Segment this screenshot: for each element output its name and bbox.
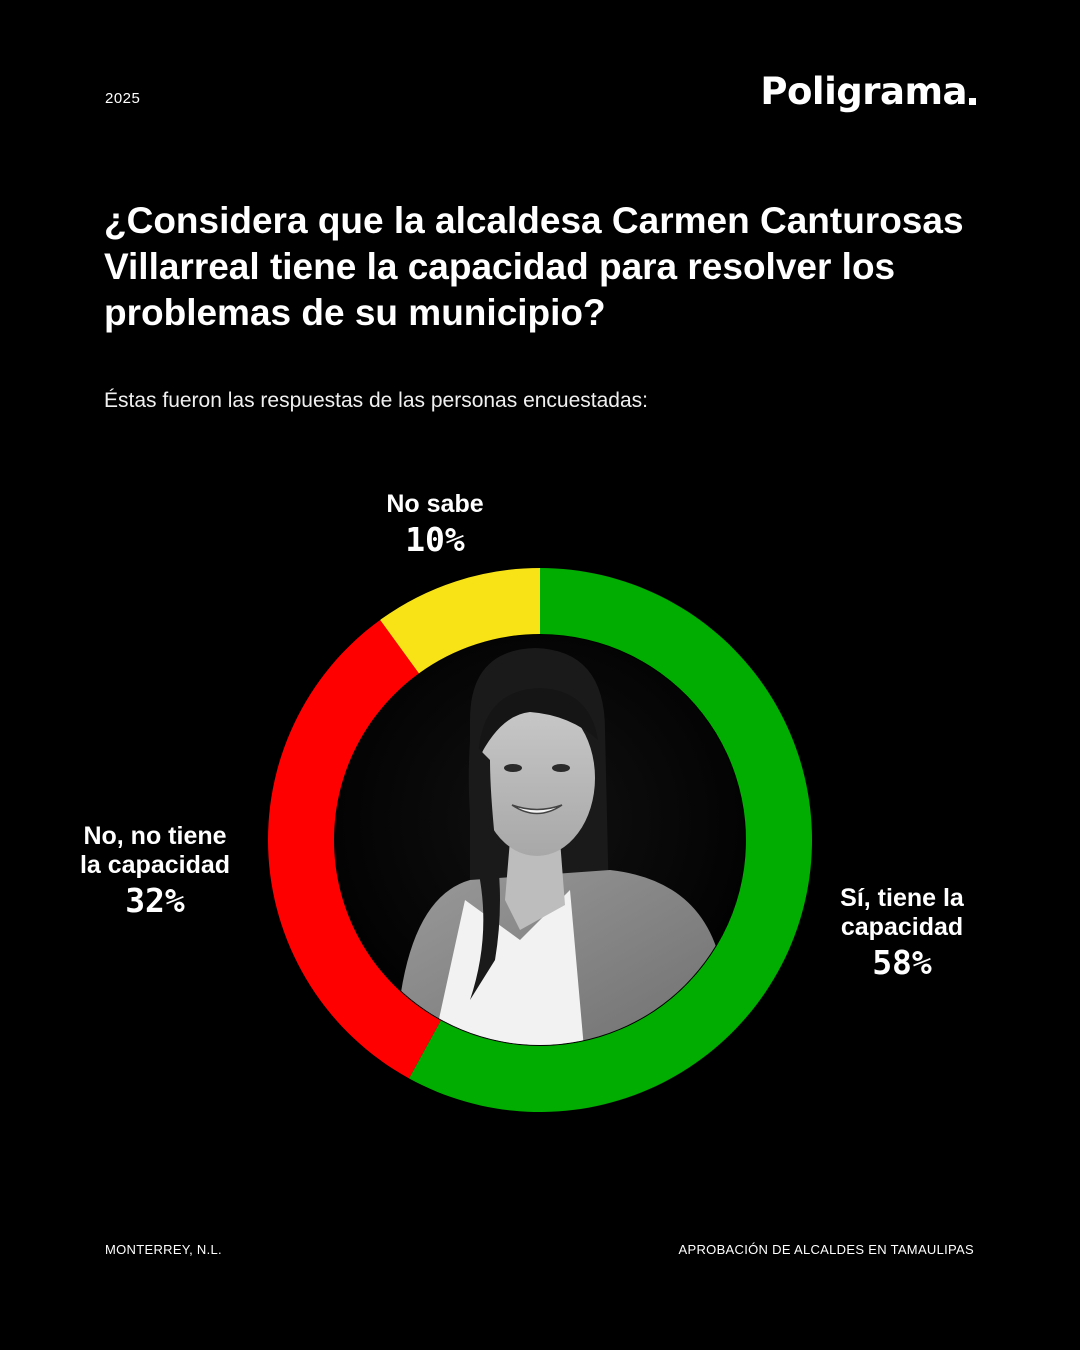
label-si-tiene-category: Sí, tiene la capacidad [802, 884, 1002, 942]
label-no-sabe: No sabe 10% [335, 490, 535, 559]
label-no-sabe-value: 10% [405, 520, 465, 559]
brand-name: Poligrama [760, 70, 967, 113]
footer-location: MONTERREY, N.L. [105, 1242, 222, 1257]
label-no-tiene-line2: la capacidad [79, 851, 231, 879]
label-si-tiene-value: 58% [872, 943, 932, 982]
donut-slices [267, 568, 812, 1113]
slice-no [267, 619, 441, 1079]
brand-dot-icon [969, 98, 976, 105]
label-no-tiene: No, no tiene la capacidad 32% [55, 822, 255, 920]
slice-no-sabe [380, 568, 540, 674]
label-no-tiene-value: 32% [125, 881, 185, 920]
portrait-photo [335, 635, 745, 1045]
footer-series-title: APROBACIÓN DE ALCALDES EN TAMAULIPAS [678, 1242, 974, 1257]
slice-si [408, 568, 812, 1113]
label-no-sabe-category: No sabe [386, 490, 484, 518]
label-si-tiene-line2: capacidad [840, 913, 964, 941]
brand-logo: Poligrama [760, 70, 976, 113]
survey-question: ¿Considera que la alcaldesa Carmen Cantu… [104, 200, 964, 333]
label-si-tiene: Sí, tiene la capacidad 58% [802, 884, 1002, 982]
label-no-tiene-line1: No, no tiene [83, 822, 227, 850]
survey-subtitle: Éstas fueron las respuestas de las perso… [104, 389, 648, 412]
year-label: 2025 [105, 90, 141, 107]
label-no-tiene-category: No, no tiene la capacidad [55, 822, 255, 880]
label-si-tiene-line1: Sí, tiene la [840, 884, 964, 912]
